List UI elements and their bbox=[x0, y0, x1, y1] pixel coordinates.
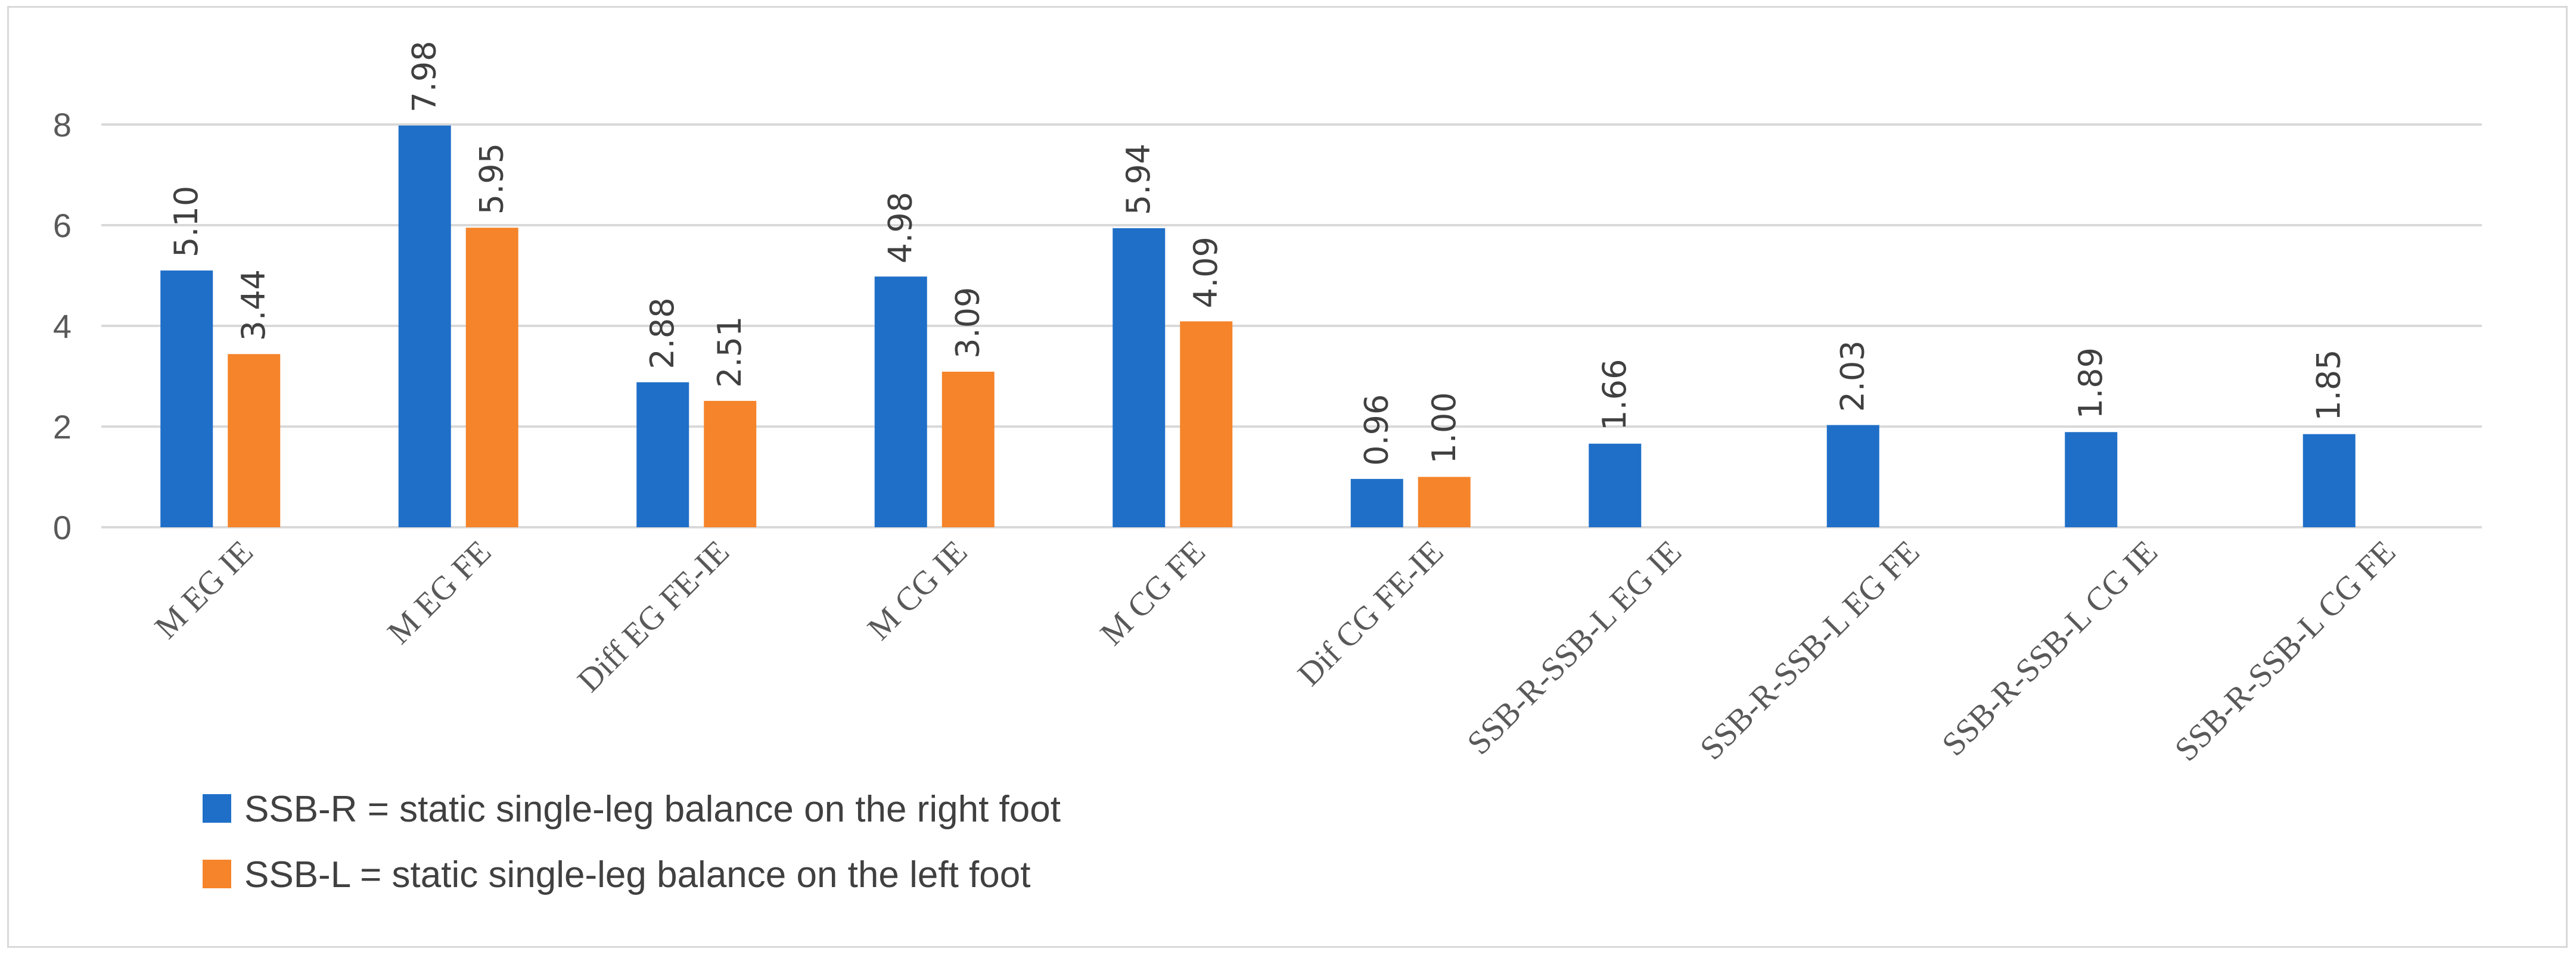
data-label: 2.51 bbox=[711, 316, 748, 388]
data-label: 4.98 bbox=[882, 192, 919, 263]
y-axis-ticks: 0 2 4 6 8 bbox=[53, 106, 72, 546]
x-category-label: M CG FE bbox=[1093, 533, 1213, 652]
bars bbox=[160, 125, 2356, 527]
y-tick-label: 6 bbox=[53, 207, 72, 244]
y-tick-label: 4 bbox=[53, 307, 72, 345]
legend-label: SSB-R = static single-leg balance on the… bbox=[244, 789, 1061, 830]
y-tick-label: 2 bbox=[53, 408, 72, 446]
x-category-label: SSB-R-SSB-L EG FE bbox=[1693, 533, 1926, 767]
bar bbox=[1350, 478, 1403, 527]
data-label: 5.95 bbox=[473, 143, 511, 214]
bar bbox=[2302, 434, 2356, 527]
data-label: 5.94 bbox=[1120, 144, 1157, 215]
data-label: 5.10 bbox=[167, 186, 205, 257]
data-label: 1.89 bbox=[2072, 347, 2109, 419]
data-label: 2.88 bbox=[644, 297, 681, 369]
bar bbox=[2065, 432, 2118, 527]
data-label: 1.85 bbox=[2310, 349, 2348, 421]
data-label: 1.00 bbox=[1425, 392, 1463, 463]
bar bbox=[1826, 425, 1879, 527]
y-tick-label: 8 bbox=[53, 106, 72, 144]
data-label: 3.44 bbox=[235, 269, 272, 341]
data-label: 4.09 bbox=[1187, 237, 1225, 308]
y-tick-label: 0 bbox=[53, 509, 72, 546]
bar bbox=[228, 354, 281, 527]
data-labels: 5.10 3.44 7.98 5.95 2.88 2.51 4.98 3.09 5.94 4.09… bbox=[167, 41, 2348, 465]
bar bbox=[941, 371, 995, 527]
bar bbox=[1113, 228, 1166, 527]
data-label: 2.03 bbox=[1834, 340, 1872, 412]
data-label: 3.09 bbox=[949, 287, 987, 359]
x-axis-categories: M EG IE M EG FE Diff EG FE-IE M CG IE M CG F… bbox=[148, 533, 2403, 768]
bar bbox=[1418, 477, 1471, 527]
x-category-label: SSB-R-SSB-L CG FE bbox=[2168, 533, 2403, 768]
x-category-label: M CG IE bbox=[860, 533, 974, 647]
x-category-label: M EG IE bbox=[148, 533, 260, 646]
x-category-label: Diff EG FE-IE bbox=[570, 533, 736, 699]
data-label: 1.66 bbox=[1596, 359, 1633, 430]
legend-label: SSB-L = static single-leg balance on the… bbox=[244, 854, 1030, 895]
x-category-label: SSB-R-SSB-L CG IE bbox=[1935, 533, 2165, 763]
bar bbox=[704, 400, 757, 527]
x-category-label: M EG FE bbox=[381, 533, 499, 651]
x-category-label: Dif CG FE-IE bbox=[1291, 533, 1450, 693]
bar bbox=[1589, 443, 1642, 527]
bar bbox=[398, 125, 451, 527]
legend-swatch bbox=[203, 860, 231, 888]
bar bbox=[160, 270, 213, 527]
bar bbox=[636, 382, 689, 527]
x-category-label: SSB-R-SSB-L EG IE bbox=[1461, 533, 1689, 761]
bar bbox=[465, 228, 518, 527]
legend: SSB-R = static single-leg balance on the… bbox=[203, 789, 1061, 895]
gridlines bbox=[101, 123, 2482, 528]
legend-swatch bbox=[203, 794, 231, 823]
bar bbox=[1180, 321, 1233, 527]
bar bbox=[874, 276, 927, 527]
data-label: 0.96 bbox=[1358, 394, 1396, 466]
data-label: 7.98 bbox=[406, 41, 443, 112]
